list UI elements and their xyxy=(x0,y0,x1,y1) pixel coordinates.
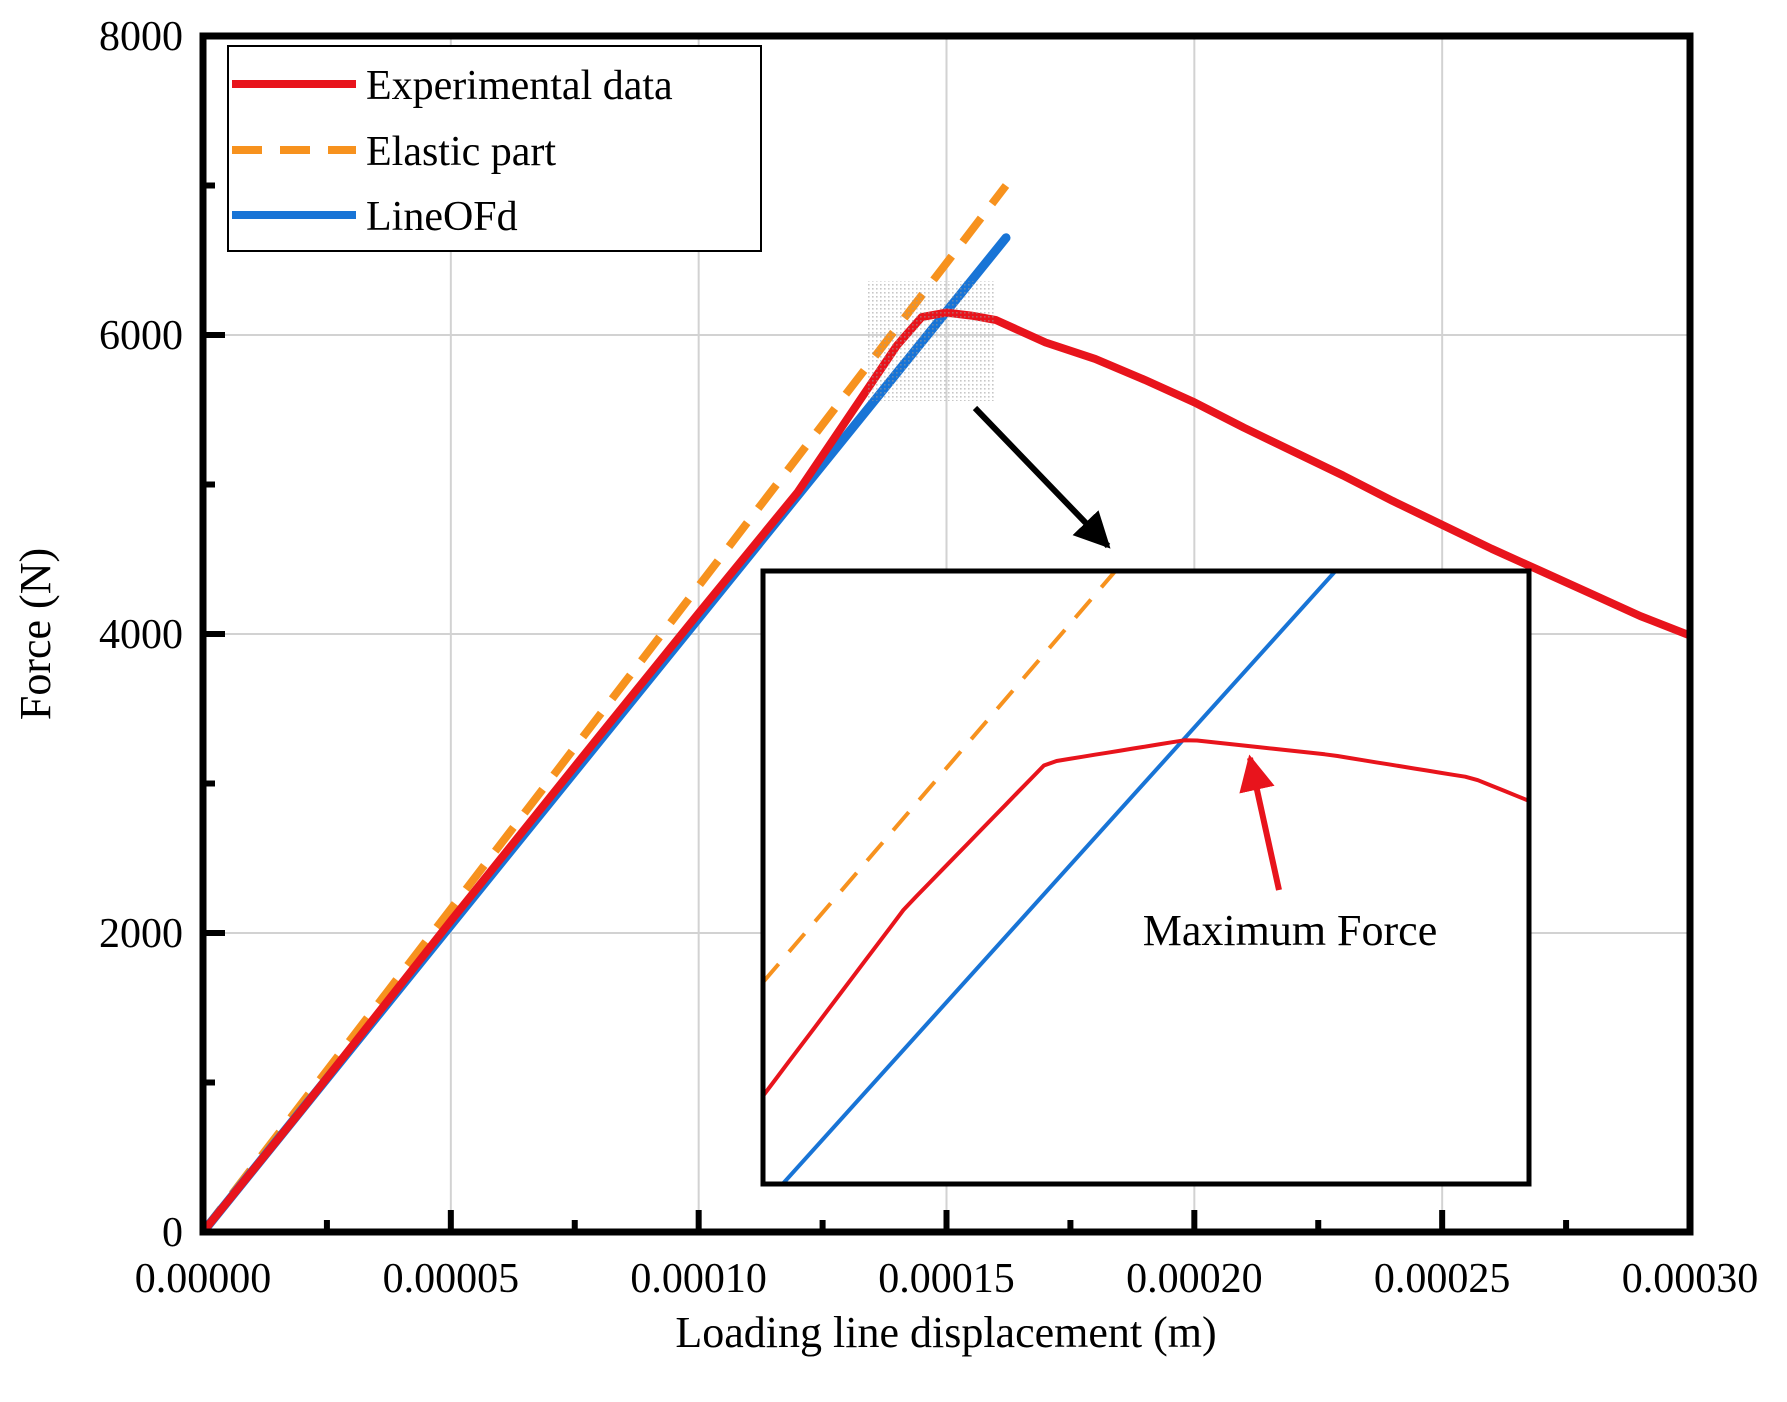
max-force-label: Maximum Force xyxy=(1143,906,1438,955)
series-group xyxy=(203,183,1690,1232)
zoom-region xyxy=(868,281,996,401)
inset-series-group xyxy=(763,571,1529,1184)
series-elastic-part xyxy=(203,183,1010,1232)
x-tick-label: 0.00005 xyxy=(383,1256,520,1302)
inset-background xyxy=(763,571,1529,1184)
legend-label-elastic: Elastic part xyxy=(366,129,556,175)
inset-series-lineofd xyxy=(779,571,1339,1184)
legend-label-experimental: Experimental data xyxy=(366,63,673,109)
axis-ticks xyxy=(200,33,1693,1235)
tick-labels: 0.00000 0.00005 0.00010 0.00015 0.00020 0.000… xyxy=(99,14,1758,1302)
x-tick-label: 0.00020 xyxy=(1126,1256,1263,1302)
y-tick-label: 0 xyxy=(162,1210,183,1256)
y-tick-label: 8000 xyxy=(99,14,183,60)
x-axis-title: Loading line displacement (m) xyxy=(675,1308,1216,1357)
x-tick-label: 0.00015 xyxy=(878,1256,1015,1302)
x-tick-label: 0.00010 xyxy=(630,1256,767,1302)
inset-frame xyxy=(760,568,1532,1187)
y-tick-label: 4000 xyxy=(99,612,183,658)
x-tick-label: 0.00025 xyxy=(1374,1256,1511,1302)
x-tick-label: 0.00030 xyxy=(1622,1256,1759,1302)
legend: Experimental data Elastic part LineOFd xyxy=(227,45,762,252)
legend-label-lineofd: LineOFd xyxy=(366,194,518,240)
y-tick-label: 2000 xyxy=(99,911,183,957)
y-axis-title: Force (N) xyxy=(11,548,60,720)
x-tick-label: 0.00000 xyxy=(135,1256,272,1302)
series-experimental-data xyxy=(203,308,1690,1232)
max-force-arrow xyxy=(1239,754,1282,891)
inset-series-experimental-data xyxy=(763,738,1529,1098)
y-tick-label: 6000 xyxy=(99,313,183,359)
zoom-arrow xyxy=(972,405,1111,549)
